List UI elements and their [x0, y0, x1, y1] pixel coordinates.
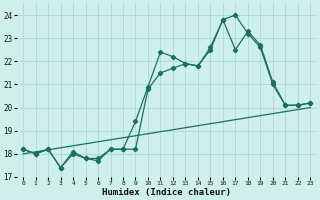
X-axis label: Humidex (Indice chaleur): Humidex (Indice chaleur): [102, 188, 231, 197]
